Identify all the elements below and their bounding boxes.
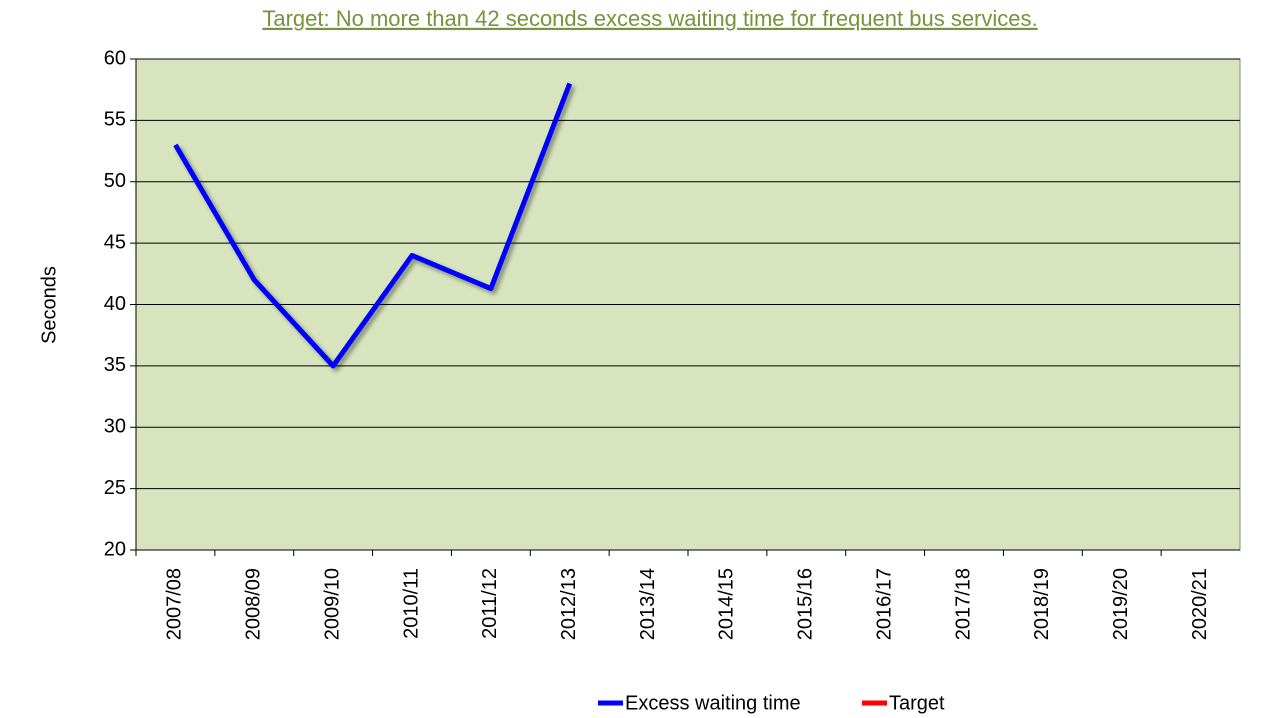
legend-label: Excess waiting time: [625, 692, 801, 714]
x-tick-label: 2008/09: [243, 568, 265, 640]
x-tick-label: 2011/12: [479, 568, 501, 639]
y-tick-label: 25: [104, 477, 126, 499]
x-tick-label: 2020/21: [1189, 568, 1211, 640]
x-tick-label: 2010/11: [400, 568, 422, 639]
y-tick-label: 55: [104, 109, 126, 131]
chart-title: Target: No more than 42 seconds excess w…: [262, 6, 1037, 31]
x-tick-label: 2017/18: [952, 568, 974, 640]
y-tick-label: 20: [104, 538, 126, 560]
y-tick-label: 35: [104, 354, 126, 376]
series-line: [173, 82, 573, 369]
y-tick-label: 50: [104, 170, 126, 192]
y-tick-label: 45: [104, 231, 126, 253]
y-axis-label: Seconds: [38, 266, 60, 344]
x-tick-label: 2016/17: [873, 568, 895, 640]
x-tick-label: 2014/15: [716, 568, 738, 640]
x-tick-label: 2019/20: [1110, 568, 1132, 640]
x-tick-label: 2013/14: [637, 568, 659, 640]
x-tick-label: 2018/19: [1031, 568, 1053, 640]
y-tick-label: 40: [104, 293, 126, 315]
y-tick-label: 30: [104, 416, 126, 438]
y-tick-label: 60: [104, 47, 126, 69]
x-tick-label: 2012/13: [558, 568, 580, 640]
x-tick-label: 2007/08: [164, 568, 186, 640]
x-tick-label: 2009/10: [321, 568, 343, 640]
legend-label: Target: [889, 692, 945, 714]
x-tick-label: 2015/16: [795, 568, 817, 640]
